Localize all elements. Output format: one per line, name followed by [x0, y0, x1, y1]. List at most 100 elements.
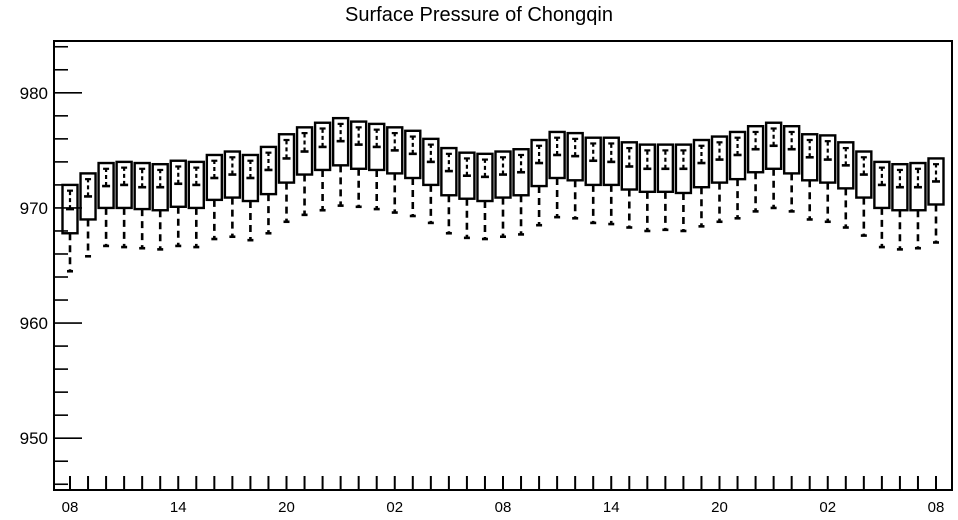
box-item	[404, 129, 422, 218]
box-rect	[259, 145, 278, 196]
box-rect	[620, 141, 638, 191]
box-rect	[169, 159, 187, 208]
box-rect	[295, 126, 314, 176]
y-tick-label: 980	[20, 84, 48, 103]
box-item	[458, 151, 476, 240]
box-item	[746, 124, 765, 213]
x-tick-label: 14	[170, 499, 187, 516]
y-tick-label: 970	[20, 199, 48, 218]
box-item	[349, 120, 368, 209]
box-rect	[61, 183, 79, 235]
box-item	[855, 150, 873, 237]
box-rect	[313, 121, 332, 172]
box-item	[277, 133, 296, 224]
y-axis: 950 960 970 980	[20, 45, 82, 486]
box-rect	[349, 120, 368, 170]
box-rect	[837, 141, 855, 190]
box-item	[548, 130, 566, 219]
box-item	[241, 153, 260, 242]
box-rect	[368, 122, 386, 172]
box-rect	[115, 160, 133, 210]
box-rect	[187, 160, 205, 210]
box-item	[79, 172, 97, 258]
box-item	[151, 162, 169, 251]
plot-frame	[53, 40, 953, 491]
box-item	[133, 161, 151, 250]
box-item	[530, 138, 548, 227]
box-rect	[764, 121, 783, 170]
box-rect	[404, 129, 422, 180]
box-rect	[386, 126, 404, 175]
box-item	[97, 161, 115, 248]
box-item	[656, 143, 675, 232]
box-rect	[674, 143, 693, 195]
box-item	[710, 135, 729, 224]
box-item	[115, 160, 133, 249]
x-tick-label: 20	[711, 499, 728, 516]
box-rect	[873, 160, 891, 210]
box-item	[295, 126, 314, 217]
box-rect	[782, 124, 801, 175]
box-rect	[746, 124, 765, 174]
box-rect	[927, 157, 945, 206]
x-tick-label: 02	[386, 499, 403, 516]
box-item	[368, 122, 386, 211]
box-item	[440, 146, 458, 235]
box-item	[566, 131, 584, 220]
box-rect	[602, 136, 620, 187]
box-item	[223, 150, 242, 239]
box-item	[313, 121, 332, 212]
box-item	[674, 143, 693, 233]
boxes-group	[61, 116, 945, 273]
box-rect	[422, 137, 440, 187]
box-rect	[710, 135, 729, 184]
box-rect	[801, 133, 819, 182]
box-rect	[530, 138, 548, 188]
box-item	[331, 116, 350, 207]
box-item	[764, 121, 783, 210]
x-tick-label: 02	[819, 499, 836, 516]
chart-title: Surface Pressure of Chongqin	[345, 4, 613, 26]
box-rect	[728, 130, 747, 181]
box-rect	[819, 134, 837, 184]
x-tick-label: 08	[495, 499, 512, 516]
box-item	[873, 160, 891, 249]
box-item	[205, 153, 224, 241]
box-item	[512, 148, 530, 236]
box-item	[909, 161, 927, 250]
x-tick-label: 20	[278, 499, 295, 516]
box-rect	[458, 151, 476, 200]
box-item	[602, 136, 620, 226]
box-rect	[909, 161, 927, 212]
box-rect	[638, 143, 657, 194]
box-rect	[512, 148, 530, 197]
y-tick-label: 960	[20, 314, 48, 333]
box-item	[819, 134, 837, 224]
box-item	[386, 126, 404, 214]
box-item	[692, 138, 711, 228]
box-rect	[692, 138, 711, 189]
box-rect	[656, 143, 675, 194]
box-item	[891, 162, 909, 251]
box-rect	[223, 150, 242, 199]
box-item	[494, 150, 512, 239]
box-item	[187, 160, 205, 249]
box-item	[638, 143, 657, 233]
box-item	[927, 157, 945, 244]
box-item	[61, 183, 79, 273]
box-item	[584, 136, 602, 225]
box-rect	[133, 161, 151, 211]
box-rect	[277, 133, 296, 184]
x-axis: 08 14 20 02 08 14 20 02 08	[62, 476, 944, 516]
box-rect	[205, 153, 224, 202]
box-item	[782, 124, 801, 213]
box-rect	[891, 162, 909, 212]
x-tick-label: 14	[603, 499, 620, 516]
box-item	[169, 159, 187, 248]
box-item	[476, 152, 494, 241]
box-rect	[855, 150, 873, 199]
box-rect	[241, 153, 260, 203]
box-rect	[548, 130, 566, 180]
box-item	[728, 130, 747, 220]
